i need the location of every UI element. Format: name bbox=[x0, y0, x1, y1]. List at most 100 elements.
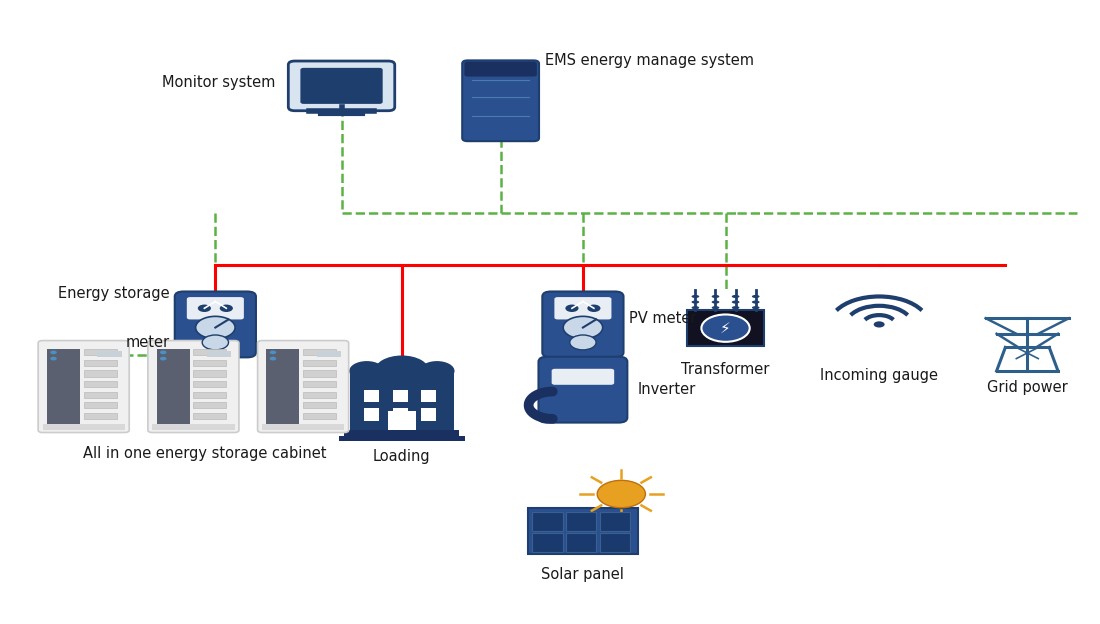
Circle shape bbox=[587, 305, 601, 312]
FancyBboxPatch shape bbox=[262, 424, 344, 430]
FancyBboxPatch shape bbox=[194, 360, 227, 366]
FancyBboxPatch shape bbox=[84, 412, 117, 419]
Ellipse shape bbox=[692, 295, 700, 298]
FancyBboxPatch shape bbox=[43, 424, 124, 430]
FancyBboxPatch shape bbox=[266, 349, 299, 424]
FancyBboxPatch shape bbox=[152, 424, 234, 430]
FancyBboxPatch shape bbox=[84, 371, 117, 377]
Text: Transformer: Transformer bbox=[681, 362, 770, 377]
FancyBboxPatch shape bbox=[304, 381, 336, 387]
FancyBboxPatch shape bbox=[464, 62, 537, 77]
FancyBboxPatch shape bbox=[147, 341, 239, 432]
Circle shape bbox=[570, 335, 596, 350]
FancyBboxPatch shape bbox=[532, 512, 563, 531]
Circle shape bbox=[51, 357, 57, 361]
FancyBboxPatch shape bbox=[304, 360, 336, 366]
FancyBboxPatch shape bbox=[542, 291, 624, 358]
Circle shape bbox=[220, 305, 233, 312]
FancyBboxPatch shape bbox=[194, 391, 227, 397]
FancyBboxPatch shape bbox=[304, 412, 336, 419]
Ellipse shape bbox=[692, 306, 700, 310]
Circle shape bbox=[196, 316, 235, 339]
FancyBboxPatch shape bbox=[300, 68, 383, 104]
FancyBboxPatch shape bbox=[539, 357, 627, 422]
Circle shape bbox=[160, 357, 166, 361]
FancyBboxPatch shape bbox=[194, 371, 227, 377]
FancyBboxPatch shape bbox=[364, 408, 380, 421]
Ellipse shape bbox=[712, 295, 719, 298]
Ellipse shape bbox=[712, 301, 719, 304]
FancyBboxPatch shape bbox=[421, 408, 437, 421]
FancyBboxPatch shape bbox=[304, 391, 336, 397]
Circle shape bbox=[270, 357, 276, 361]
Text: Grid power: Grid power bbox=[987, 381, 1068, 396]
Circle shape bbox=[202, 335, 229, 350]
Circle shape bbox=[198, 305, 211, 312]
FancyBboxPatch shape bbox=[194, 402, 227, 408]
FancyBboxPatch shape bbox=[194, 349, 227, 356]
Text: EMS energy manage system: EMS energy manage system bbox=[544, 53, 754, 68]
FancyBboxPatch shape bbox=[344, 430, 460, 437]
Text: All in one energy storage cabinet: All in one energy storage cabinet bbox=[82, 446, 326, 461]
FancyBboxPatch shape bbox=[350, 371, 454, 430]
Text: PV meter: PV meter bbox=[629, 311, 696, 326]
FancyBboxPatch shape bbox=[304, 371, 336, 377]
FancyBboxPatch shape bbox=[387, 411, 416, 430]
Ellipse shape bbox=[752, 295, 760, 298]
FancyBboxPatch shape bbox=[566, 533, 596, 552]
FancyBboxPatch shape bbox=[84, 349, 117, 356]
FancyBboxPatch shape bbox=[84, 402, 117, 408]
Circle shape bbox=[419, 361, 454, 381]
Ellipse shape bbox=[732, 295, 739, 298]
FancyBboxPatch shape bbox=[393, 389, 408, 402]
FancyBboxPatch shape bbox=[288, 61, 395, 110]
FancyBboxPatch shape bbox=[393, 408, 408, 421]
FancyBboxPatch shape bbox=[304, 402, 336, 408]
FancyBboxPatch shape bbox=[421, 389, 437, 402]
FancyBboxPatch shape bbox=[364, 389, 380, 402]
FancyBboxPatch shape bbox=[566, 512, 596, 531]
FancyBboxPatch shape bbox=[175, 291, 256, 358]
Text: Loading: Loading bbox=[373, 449, 431, 464]
FancyBboxPatch shape bbox=[84, 360, 117, 366]
FancyBboxPatch shape bbox=[600, 533, 630, 552]
Circle shape bbox=[160, 351, 166, 354]
Circle shape bbox=[270, 351, 276, 354]
FancyBboxPatch shape bbox=[551, 369, 614, 385]
FancyBboxPatch shape bbox=[304, 349, 336, 356]
Ellipse shape bbox=[732, 306, 739, 310]
FancyBboxPatch shape bbox=[84, 381, 117, 387]
Circle shape bbox=[374, 356, 429, 386]
Ellipse shape bbox=[752, 301, 760, 304]
Text: Solar panel: Solar panel bbox=[541, 567, 625, 582]
Circle shape bbox=[873, 321, 884, 328]
FancyBboxPatch shape bbox=[257, 341, 349, 432]
FancyBboxPatch shape bbox=[39, 341, 129, 432]
FancyBboxPatch shape bbox=[47, 349, 80, 424]
FancyBboxPatch shape bbox=[98, 351, 121, 357]
Text: Energy storage

meter: Energy storage meter bbox=[57, 286, 169, 350]
FancyBboxPatch shape bbox=[462, 61, 539, 141]
FancyBboxPatch shape bbox=[688, 310, 764, 346]
Ellipse shape bbox=[692, 301, 700, 304]
Circle shape bbox=[565, 305, 579, 312]
Text: Incoming gauge: Incoming gauge bbox=[821, 368, 938, 383]
Circle shape bbox=[349, 361, 384, 381]
FancyBboxPatch shape bbox=[554, 297, 612, 319]
Ellipse shape bbox=[732, 301, 739, 304]
Text: Monitor system: Monitor system bbox=[163, 75, 276, 90]
FancyBboxPatch shape bbox=[194, 412, 227, 419]
Circle shape bbox=[563, 316, 603, 339]
FancyBboxPatch shape bbox=[317, 351, 341, 357]
Ellipse shape bbox=[752, 306, 760, 310]
FancyBboxPatch shape bbox=[600, 512, 630, 531]
FancyBboxPatch shape bbox=[339, 436, 465, 441]
Ellipse shape bbox=[712, 306, 719, 310]
FancyBboxPatch shape bbox=[528, 508, 638, 554]
FancyBboxPatch shape bbox=[84, 391, 117, 397]
FancyBboxPatch shape bbox=[207, 351, 231, 357]
FancyBboxPatch shape bbox=[187, 297, 244, 319]
FancyBboxPatch shape bbox=[532, 533, 563, 552]
Circle shape bbox=[51, 351, 57, 354]
Text: Inverter: Inverter bbox=[638, 382, 696, 397]
